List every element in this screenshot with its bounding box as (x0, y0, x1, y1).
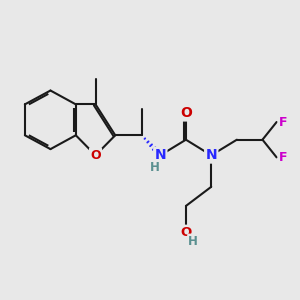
Text: H: H (188, 235, 198, 248)
Text: N: N (206, 148, 217, 162)
Text: O: O (180, 106, 192, 120)
Text: O: O (180, 226, 191, 239)
Text: N: N (154, 148, 166, 162)
Text: F: F (279, 151, 287, 164)
Text: F: F (279, 116, 287, 128)
Text: H: H (149, 161, 159, 174)
Text: O: O (90, 149, 101, 162)
